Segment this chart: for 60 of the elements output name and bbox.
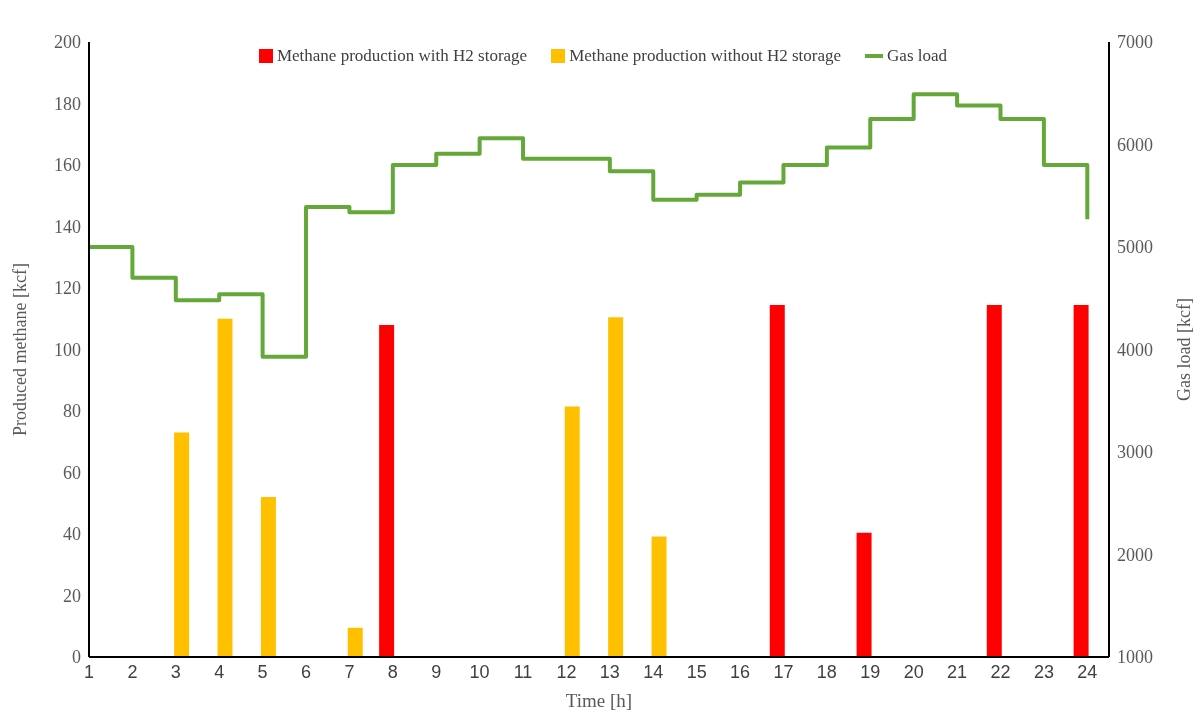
- y-tick-label: 80: [63, 401, 81, 422]
- y-tick-label: 160: [54, 155, 81, 176]
- bar: [856, 532, 872, 657]
- y-axis-title: Produced methane [kcf]: [10, 263, 30, 436]
- legend-label: Methane production without H2 storage: [568, 46, 842, 66]
- x-tick-label: 19: [860, 661, 881, 682]
- x-tick-label: 4: [214, 661, 225, 682]
- y-tick-label: 40: [63, 524, 81, 545]
- x-tick-label: 17: [773, 661, 794, 682]
- bar: [1073, 304, 1089, 657]
- x-tick-label: 14: [643, 661, 664, 682]
- legend-label: Gas load: [886, 46, 948, 66]
- x-tick-label: 5: [257, 661, 268, 682]
- bar: [217, 318, 233, 657]
- x-tick-label: 9: [431, 661, 442, 682]
- x-tick-label: 20: [903, 661, 924, 682]
- x-tick-label: 12: [556, 661, 577, 682]
- bar: [608, 317, 624, 657]
- x-tick-label: 8: [387, 661, 398, 682]
- bar: [564, 406, 580, 657]
- x-axis-title: Time [h]: [565, 690, 633, 711]
- y2-tick-label: 1000: [1117, 647, 1153, 668]
- y2-axis-title: Gas load [kcf]: [1174, 298, 1194, 401]
- x-tick-label: 23: [1033, 661, 1054, 682]
- x-tick-label: 13: [599, 661, 620, 682]
- x-tick-label: 11: [513, 661, 533, 682]
- y-tick-label: 100: [54, 339, 81, 360]
- x-tick-label: 15: [686, 661, 707, 682]
- x-tick-label: 6: [301, 661, 312, 682]
- legend-label: Methane production with H2 storage: [275, 46, 528, 66]
- bar: [260, 497, 276, 657]
- y-tick-label: 120: [54, 278, 81, 299]
- x-tick-label: 21: [947, 661, 968, 682]
- y2-tick-label: 4000: [1117, 339, 1153, 360]
- x-tick-label: 10: [469, 661, 490, 682]
- y2-tick-label: 7000: [1117, 32, 1153, 53]
- bar: [769, 304, 785, 657]
- x-tick-label: 22: [990, 661, 1011, 682]
- y-tick-label: 20: [63, 585, 81, 606]
- y-tick-label: 60: [63, 462, 81, 483]
- x-tick-label: 1: [83, 661, 95, 682]
- y-tick-label: 140: [54, 216, 81, 237]
- y-tick-label: 0: [72, 647, 81, 668]
- bar: [379, 324, 395, 657]
- x-tick-label: 18: [816, 661, 837, 682]
- x-tick-label: 7: [344, 661, 355, 682]
- bar: [651, 536, 667, 657]
- x-tick-label: 2: [127, 661, 138, 682]
- y2-tick-label: 2000: [1117, 544, 1153, 565]
- y2-tick-label: 6000: [1117, 134, 1153, 155]
- y2-tick-label: 3000: [1117, 442, 1153, 463]
- x-tick-label: 24: [1077, 661, 1098, 682]
- bar: [174, 432, 190, 657]
- x-tick-label: 3: [170, 661, 181, 682]
- y-tick-label: 200: [54, 32, 81, 53]
- bar: [986, 304, 1002, 657]
- y-tick-label: 180: [54, 93, 81, 114]
- x-tick-label: 16: [730, 661, 751, 682]
- bar: [347, 627, 363, 657]
- y2-tick-label: 5000: [1117, 237, 1153, 258]
